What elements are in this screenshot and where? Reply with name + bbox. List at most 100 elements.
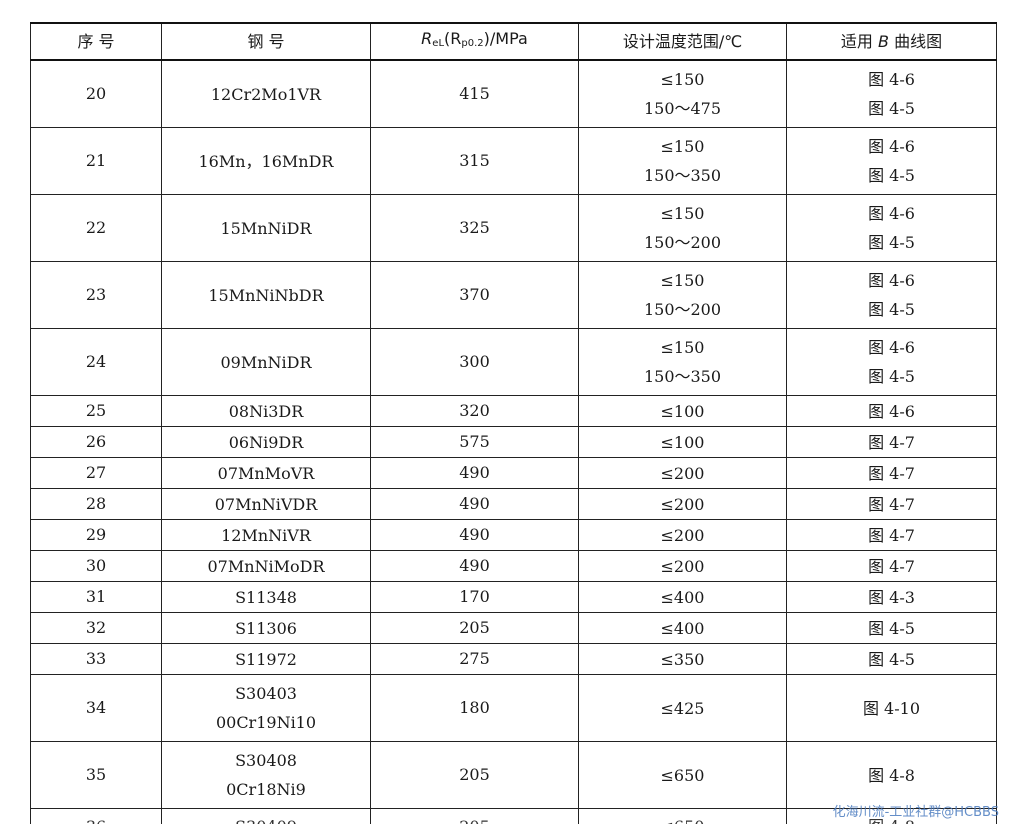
cell-no: 26 [30,426,162,458]
header-yield-symbol: R [421,29,433,48]
cell-no-text: 30 [85,556,107,575]
cell-steel-grade: S11348 [161,581,371,613]
cell-yield-strength-text: 415 [459,84,490,103]
header-curve-c: 曲线图 [894,31,943,51]
cell-yield-strength: 490 [370,457,579,489]
cell-no: 25 [30,395,162,427]
cell-curve-figure: 图 4-5 [786,643,997,675]
cell-yield-strength-text: 490 [459,463,490,482]
cell-yield-strength-text: 180 [459,698,490,717]
cell-yield-strength-text: 320 [459,401,490,420]
cell-steel-grade-line: 06Ni9DR [228,432,304,452]
cell-curve-figure-line: 图 4-5 [868,618,915,638]
cell-no: 34 [30,674,162,742]
header-steel-grade: 钢 号 [161,22,371,61]
cell-yield-strength: 490 [370,488,579,520]
cell-yield-strength-text: 275 [459,649,490,668]
cell-no-text: 22 [85,218,107,237]
cell-curve-figure-line: 图 4-7 [868,556,915,576]
cell-yield-strength: 205 [370,741,579,809]
header-temp-range: 设计温度范围/℃ [578,22,787,61]
cell-yield-strength-text: 205 [371,819,578,824]
steel-spec-table: 序 号 钢 号 ReL(Rp0.2)/MPa 设计温度范围/℃ 适用 B 曲线图… [30,22,997,824]
cell-yield-strength: 490 [370,519,579,551]
cell-curve-figure-line: 图 4-6 [868,401,915,421]
cell-temp-range-line: ≤150 [660,204,705,223]
cell-yield-strength: 170 [370,581,579,613]
cell-steel-grade-line: 16Mn，16MnDR [198,151,334,171]
cell-no: 28 [30,488,162,520]
cell-no-text: 21 [85,151,107,170]
cell-curve-figure-line: 图 4-6 [868,137,915,156]
cell-temp-range: ≤425 [578,674,787,742]
table-row: 31 S11348 170 ≤400 图 4-3 [30,581,997,613]
cell-curve-figure-line: 图 4-7 [868,432,915,452]
cell-curve-figure: 图 4-8 [786,808,997,824]
cell-temp-range: ≤100 [578,395,787,427]
cell-curve-figure-line: 图 4-7 [868,463,915,483]
table-row: 25 08Ni3DR 320 ≤100 图 4-6 [30,395,997,427]
cell-steel-grade: 09MnNiDR [161,328,371,396]
cell-yield-strength: 275 [370,643,579,675]
cell-curve-figure-line: 图 4-7 [868,525,915,545]
cell-temp-range: ≤200 [578,519,787,551]
cell-curve-figure-line: 图 4-3 [868,587,915,607]
cell-curve-figure: 图 4-7 [786,457,997,489]
table-row: 33 S11972 275 ≤350 图 4-5 [30,643,997,675]
cell-curve-figure: 图 4-8 [786,741,997,809]
cell-yield-strength-text: 300 [459,352,490,371]
cell-curve-figure: 图 4-7 [786,426,997,458]
table-row: 21 16Mn，16MnDR 315 ≤150 150～350 图 4-6 图 4-5 [30,127,997,195]
cell-no: 32 [30,612,162,644]
table-body: 20 12Cr2Mo1VR 415 ≤150 150～475 图 4-6 图 4-5 21 16… [30,59,997,824]
cell-yield-strength-text: 205 [459,765,490,784]
cell-no: 33 [30,643,162,675]
cell-temp-range: ≤200 [578,488,787,520]
cell-temp-range: ≤150 150～350 [578,127,787,195]
cell-no-text: 29 [85,525,107,544]
cell-yield-strength-text: 370 [459,285,490,304]
cell-curve-figure: 图 4-7 [786,488,997,520]
cell-curve-figure: 图 4-5 [786,612,997,644]
cell-yield-strength: 415 [370,59,579,128]
cell-steel-grade: 07MnNiVDR [161,488,371,520]
cell-yield-strength-text: 490 [459,556,490,575]
cell-no: 27 [30,457,162,489]
cell-no-text: 31 [85,587,107,606]
cell-no-text: 36 [31,819,161,824]
cell-yield-strength-text: 490 [459,494,490,513]
cell-steel-grade: S30408 0Cr18Ni9 [161,741,371,809]
header-yield-mid: (R [444,29,462,48]
cell-yield-strength: 320 [370,395,579,427]
cell-no-text: 28 [85,494,107,513]
cell-steel-grade-line: S11972 [235,649,297,669]
cell-steel-grade-line: 12Cr2Mo1VR [210,84,322,104]
cell-yield-strength-text: 490 [459,525,490,544]
cell-steel-grade-line: S11348 [235,587,297,607]
table-header: 序 号 钢 号 ReL(Rp0.2)/MPa 设计温度范围/℃ 适用 B 曲线图 [30,22,997,61]
cell-curve-figure-line: 图 4-8 [787,819,996,824]
cell-temp-range: ≤200 [578,550,787,582]
cell-steel-grade: 15MnNiNbDR [161,261,371,329]
table-row: 22 15MnNiDR 325 ≤150 150～200 图 4-6 图 4-5 [30,194,997,262]
table-row: 24 09MnNiDR 300 ≤150 150～350 图 4-6 图 4-5 [30,328,997,396]
cell-temp-range-line: ≤200 [660,556,705,576]
cell-no-text: 34 [85,698,107,717]
cell-steel-grade-line: S30409 [162,819,370,824]
cell-no-text: 24 [85,352,107,371]
cell-steel-grade-line: 08Ni3DR [228,401,304,421]
table-row: 32 S11306 205 ≤400 图 4-5 [30,612,997,644]
cell-yield-strength: 205 [370,612,579,644]
cell-temp-range-line: 150～350 [643,367,722,386]
table-row: 26 06Ni9DR 575 ≤100 图 4-7 [30,426,997,458]
cell-temp-range-line: ≤400 [660,618,705,638]
cell-temp-range-line: 150～350 [643,166,722,185]
cell-yield-strength-text: 205 [459,618,490,637]
cell-curve-figure: 图 4-6 [786,395,997,427]
cell-steel-grade-line: 07MnNiVDR [214,494,318,514]
cell-temp-range-line: 150～200 [643,233,722,252]
cell-curve-figure: 图 4-6 图 4-5 [786,328,997,396]
header-no: 序 号 [30,22,162,61]
cell-temp-range-line: ≤350 [660,649,705,669]
